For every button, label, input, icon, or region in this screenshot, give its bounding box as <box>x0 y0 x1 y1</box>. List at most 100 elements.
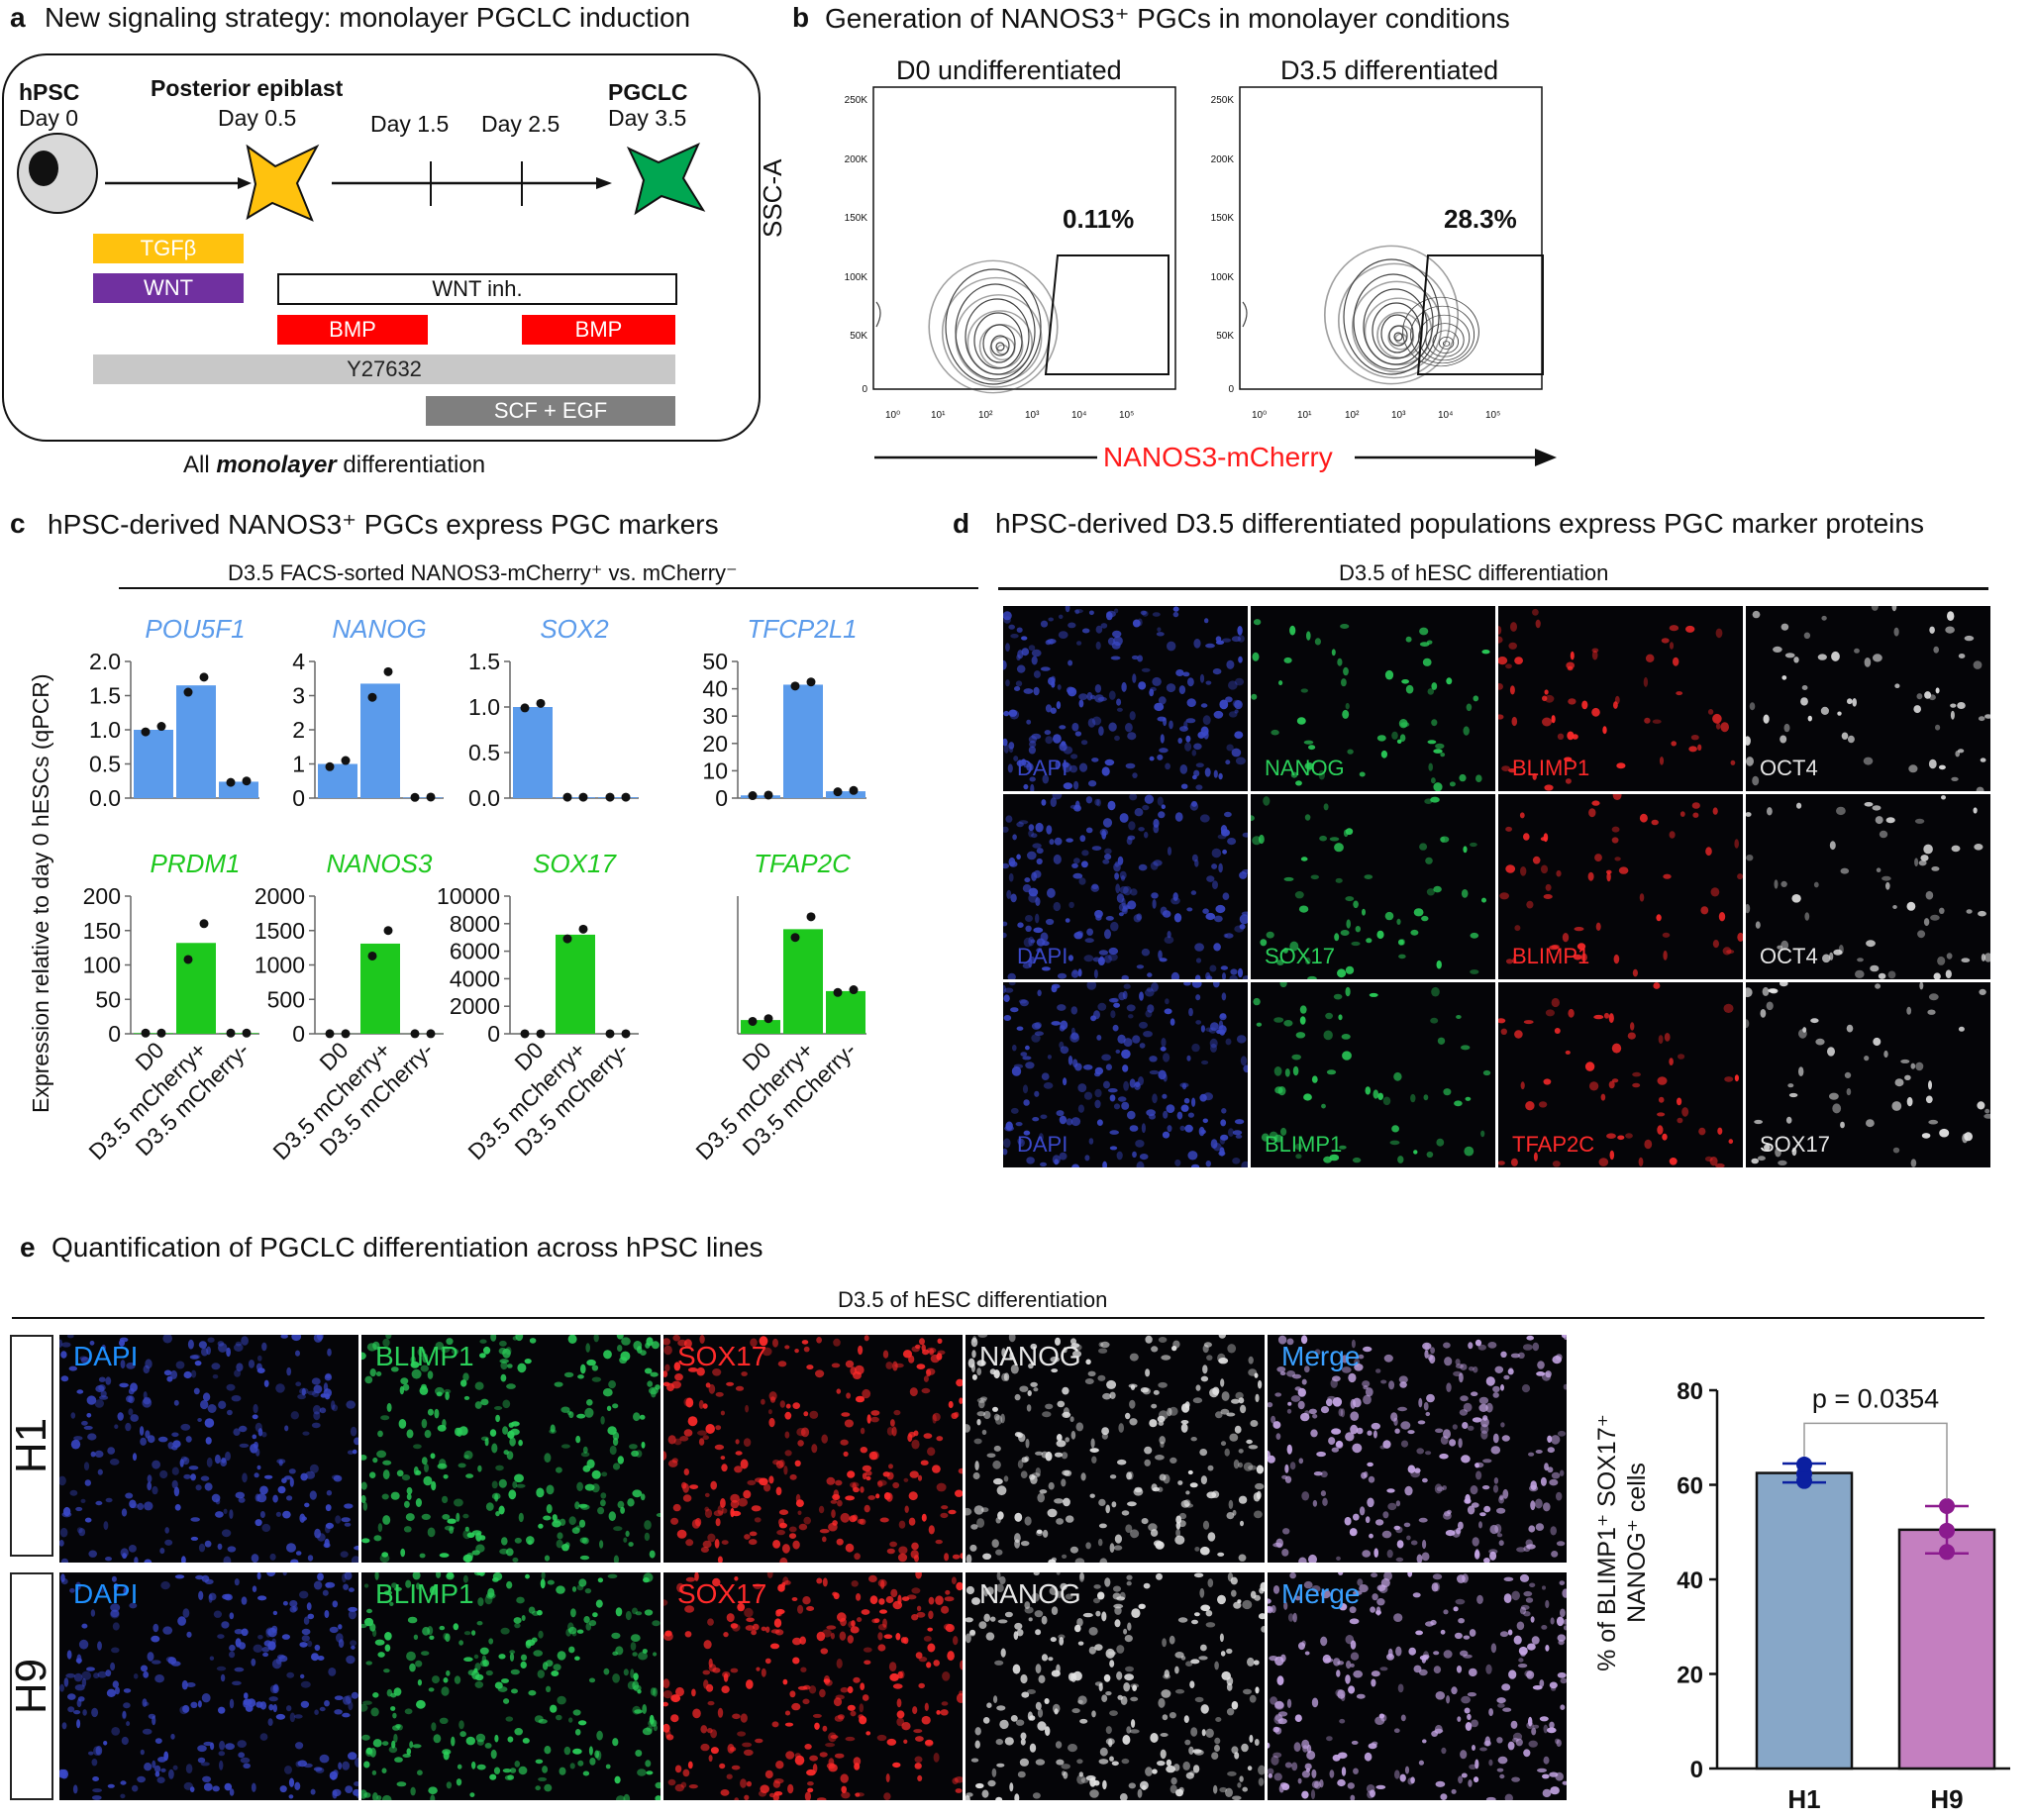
micrograph-d-r2-blimp1: BLIMP1 <box>1498 794 1743 979</box>
svg-text:50K: 50K <box>1216 331 1234 342</box>
quant-y-tick-label: 80 <box>1677 1378 1703 1405</box>
micrograph-d-r2-dapi: DAPI <box>1003 794 1248 979</box>
micrograph-e-h9-blimp1-label: BLIMP1 <box>375 1578 474 1609</box>
bar-wnt-inh: WNT inh. <box>277 273 677 305</box>
micrograph-e-h9-nanog: NANOG <box>966 1572 1265 1800</box>
micrograph-d-r2-blimp1-label: BLIMP1 <box>1512 944 1590 968</box>
micrograph-d-r1-nanog: NANOG <box>1251 606 1495 791</box>
qpcr-charts: POU5F1 0.0 0.5 1.0 1.5 2.0 NANOG 0 1 2 3 4 SOX2 0.0 0.… <box>83 614 866 1164</box>
micrograph-d-r3-dapi-cells <box>1003 982 1248 1167</box>
qpcr-y-tick-label: 0 <box>715 785 728 811</box>
qpcr-bar <box>741 795 780 798</box>
qpcr-bar <box>219 1033 258 1034</box>
micrograph-d-r1-blimp1: BLIMP1 <box>1498 606 1743 791</box>
qpcr-y-tick-label: 4000 <box>450 965 500 991</box>
qpcr-y-tick-label: 500 <box>267 986 305 1012</box>
flow-gate-pct-2: 28.3% <box>1444 204 1517 234</box>
quant-bar-chart: 0 20 40 60 80 H1 H9 p = 0.0354 <box>1677 1378 2010 1814</box>
micrograph-d-r1-nanog-label: NANOG <box>1265 756 1345 780</box>
qpcr-y-tick-label: 30 <box>702 703 728 729</box>
qpcr-point <box>790 681 800 691</box>
bar-y27632: Y27632 <box>93 354 675 384</box>
micrograph-d-r3-sox17: SOX17 <box>1746 982 1990 1167</box>
quant-bar-h1 <box>1755 1471 1854 1770</box>
qpcr-chart-title: PRDM1 <box>150 849 240 878</box>
micrograph-e-h9-dapi: DAPI <box>59 1572 358 1800</box>
qpcr-point <box>156 1028 166 1038</box>
qpcr-y-tick-label: 6000 <box>450 939 500 964</box>
qpcr-point <box>578 792 588 802</box>
qpcr-bar <box>176 943 216 1034</box>
qpcr-point <box>562 792 572 802</box>
qpcr-y-tick-label: 1.5 <box>468 649 500 674</box>
micrograph-d-r1-blimp1-label: BLIMP1 <box>1512 756 1590 780</box>
svg-text:10³: 10³ <box>1025 410 1040 421</box>
qpcr-bar <box>826 990 865 1034</box>
qpcr-point <box>578 924 588 934</box>
svg-text:10¹: 10¹ <box>1297 410 1312 421</box>
quant-x-tick-label: H9 <box>1930 1784 1963 1814</box>
qpcr-y-tick-label: 10000 <box>437 883 500 909</box>
bar-bmp-2-label: BMP <box>574 317 623 342</box>
svg-text:100K: 100K <box>1211 272 1235 283</box>
quant-pvalue: p = 0.0354 <box>1812 1383 1939 1413</box>
panel-d-letter: d <box>953 508 970 539</box>
qpcr-chart-title: SOX17 <box>533 849 617 878</box>
qpcr-point <box>410 1029 420 1039</box>
qpcr-point <box>242 776 252 786</box>
qpcr-point <box>141 727 151 737</box>
bar-scf-egf-label: SCF + EGF <box>493 398 608 423</box>
qpcr-y-tick-label: 1 <box>292 752 305 777</box>
svg-text:0: 0 <box>1228 384 1234 395</box>
micrograph-e-h1-blimp1-cells <box>361 1335 661 1563</box>
panel-d-subtitle: D3.5 of hESC differentiation <box>1339 560 1609 585</box>
qpcr-bar <box>556 934 595 1034</box>
footer-post: differentiation <box>336 452 486 478</box>
qpcr-y-tick-label: 2.0 <box>89 649 121 674</box>
qpcr-y-tick-label: 10 <box>702 758 728 783</box>
qpcr-point <box>806 912 816 922</box>
micrograph-e-h1-merge-cells <box>1268 1335 1567 1563</box>
qpcr-point <box>605 792 615 802</box>
micrograph-d-r1-dapi-label: DAPI <box>1017 756 1068 780</box>
panel-c-subtitle: D3.5 FACS-sorted NANOS3-mCherry⁺ vs. mCh… <box>228 560 738 585</box>
micrograph-d-r2-oct4: OCT4 <box>1746 794 1990 979</box>
micrograph-e-h1-dapi: DAPI <box>59 1335 358 1563</box>
qpcr-chart-title: SOX2 <box>540 614 609 644</box>
micrograph-d-r1-oct4-label: OCT4 <box>1760 756 1818 780</box>
panel-d-rule <box>998 587 1988 590</box>
quant-y-tick-label: 60 <box>1677 1473 1703 1500</box>
panel-a-title: New signaling strategy: monolayer PGCLC … <box>45 2 691 33</box>
panel-c-rule <box>119 587 978 589</box>
qpcr-y-tick-label: 3 <box>292 683 305 709</box>
qpcr-point <box>748 791 758 801</box>
panel-e-rule <box>12 1317 1984 1319</box>
micrograph-e-h9-nanog-cells <box>966 1572 1265 1800</box>
bar-wnt-inh-label: WNT inh. <box>432 276 523 301</box>
qpcr-y-tick-label: 40 <box>702 676 728 702</box>
qpcr-bar <box>826 791 865 798</box>
micrograph-e-h1-sox17-cells <box>663 1335 963 1563</box>
stage-pgclc-name: PGCLC <box>608 79 688 105</box>
stage-hpsc-day: Day 0 <box>19 105 79 131</box>
qpcr-point <box>367 951 377 961</box>
qpcr-chart-title: TFAP2C <box>754 849 851 878</box>
row-label-h9: H9 <box>7 1572 55 1800</box>
qpcr-point <box>199 672 209 682</box>
qpcr-point <box>367 692 377 702</box>
quant-significance-bracket <box>1803 1422 1948 1499</box>
stage-day-1-5: Day 1.5 <box>370 111 450 137</box>
qpcr-y-tick-label: 4 <box>292 649 305 674</box>
micrograph-e-h9-dapi-cells <box>59 1572 358 1800</box>
stage-pgclc-day: Day 3.5 <box>608 105 687 131</box>
qpcr-bar <box>556 797 595 798</box>
micrograph-e-h9-dapi-label: DAPI <box>73 1578 139 1609</box>
panel-c-title: hPSC-derived NANOS3⁺ PGCs express PGC ma… <box>48 509 719 540</box>
bar-wnt: WNT <box>93 273 244 303</box>
qpcr-point <box>562 934 572 944</box>
quant-point <box>1796 1456 1812 1472</box>
micrograph-d-r3-sox17-cells <box>1746 982 1990 1167</box>
micrograph-e-h1-nanog-cells <box>966 1335 1265 1563</box>
qpcr-bar <box>318 763 357 798</box>
